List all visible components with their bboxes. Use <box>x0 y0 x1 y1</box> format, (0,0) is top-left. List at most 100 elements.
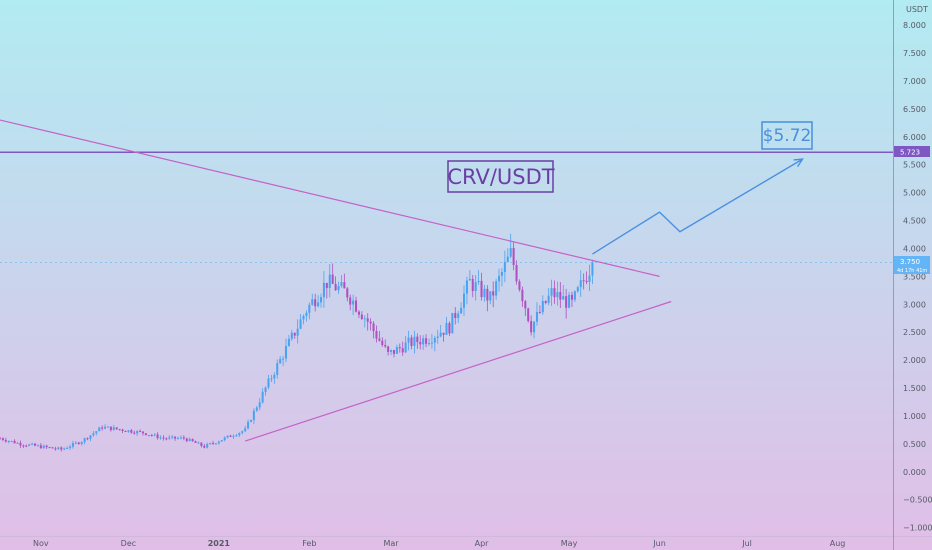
candle-body <box>509 248 512 257</box>
candle-body <box>106 426 109 428</box>
candle-body <box>500 272 503 276</box>
candle-body <box>109 426 112 431</box>
candle-body <box>136 430 139 434</box>
candle-body <box>375 331 378 339</box>
candle-body <box>562 296 565 300</box>
candle-body <box>98 427 101 432</box>
candle-body <box>33 443 37 446</box>
trendline <box>0 119 660 277</box>
candle-body <box>387 346 390 352</box>
trendline <box>244 300 672 442</box>
candle-body <box>264 387 267 392</box>
candle-body <box>182 437 185 439</box>
last-price-badge-bg <box>894 256 930 274</box>
candle-body <box>448 323 451 334</box>
candle-body <box>241 431 244 433</box>
candle-body <box>209 443 212 445</box>
candle-body <box>150 435 153 437</box>
candle-body <box>63 448 66 450</box>
candle-body <box>89 435 92 439</box>
candle-body <box>433 337 436 343</box>
candle-body <box>398 347 401 349</box>
candle-body <box>282 358 285 360</box>
candle-body <box>25 445 28 447</box>
candle-body <box>1 438 4 441</box>
candle-body <box>77 442 80 444</box>
candle-body <box>582 280 585 282</box>
candle-body <box>454 312 457 319</box>
candle-body <box>121 429 124 432</box>
symbol-annotation[interactable]: CRV/USDT <box>447 160 555 193</box>
price-axis[interactable]: 8.000 7.500 7.000 6.500 6.000 5.500 5.000 4.500… <box>903 21 932 533</box>
currency-label: USDT <box>906 5 928 14</box>
candle-body <box>553 288 556 298</box>
candle-body <box>255 407 258 411</box>
candle-body <box>159 437 162 439</box>
candle-body <box>570 294 574 300</box>
candle-body <box>462 293 466 308</box>
candle-body <box>372 323 375 332</box>
time-tick-label: Jul <box>741 539 752 548</box>
candle-body <box>139 430 142 432</box>
candle-body <box>7 441 10 443</box>
candle-body <box>518 281 521 290</box>
candle-body <box>206 444 209 448</box>
candle-body <box>54 448 57 450</box>
candle-body <box>179 437 182 439</box>
time-tick-label: Dec <box>121 539 136 548</box>
candle-body <box>71 442 74 447</box>
candle-body <box>395 347 398 354</box>
candle-body <box>547 295 550 303</box>
candle-body <box>512 248 515 266</box>
candle-body <box>550 288 553 296</box>
candle-body <box>273 374 276 379</box>
candle-body <box>489 291 492 301</box>
time-tick-label: Apr <box>475 539 490 548</box>
candle-body <box>346 288 349 298</box>
candle-body <box>439 332 442 337</box>
candle-body <box>311 299 314 305</box>
price-tick-label: 3.500 <box>903 272 926 281</box>
candle-body <box>474 282 477 292</box>
candle-body <box>232 436 235 438</box>
symbol-box <box>447 160 554 193</box>
candle-body <box>524 301 527 309</box>
candle-body <box>22 445 25 447</box>
candle-body <box>535 311 538 322</box>
candle-body <box>369 321 372 324</box>
level-badge-bg <box>894 146 930 157</box>
candle-body <box>247 421 250 429</box>
price-tick-label: 5.000 <box>903 189 926 198</box>
candle-body <box>378 338 381 341</box>
candle-body <box>363 318 366 320</box>
candle-body <box>293 332 296 336</box>
candle-body <box>244 428 247 432</box>
candle-body <box>267 378 270 388</box>
candle-body <box>115 427 118 430</box>
time-axis[interactable]: Nov Dec 2021 Feb Mar Apr May Jun Jul Aug <box>33 539 845 548</box>
price-tick-label: 3.000 <box>903 300 926 309</box>
candle-body <box>153 434 156 436</box>
candle-body <box>86 438 89 440</box>
candle-body <box>355 300 358 312</box>
drawing-layer <box>0 119 893 442</box>
candle-body <box>168 437 171 439</box>
candlestick-series <box>0 233 594 452</box>
target-annotation[interactable]: $5.72 <box>761 121 813 150</box>
candle-body <box>576 287 579 292</box>
candle-body <box>384 345 387 347</box>
candle-body <box>48 447 51 449</box>
time-tick-label: Jun <box>652 539 666 548</box>
candle-body <box>340 282 343 287</box>
price-tick-label: 4.500 <box>903 217 926 226</box>
candle-body <box>191 438 194 442</box>
price-tick-label: 5.500 <box>903 161 926 170</box>
level-price-badge: 5.723 <box>894 146 930 157</box>
candle-body <box>220 440 223 442</box>
candle-body <box>451 312 454 334</box>
candle-body <box>416 336 419 343</box>
candle-body <box>74 442 77 444</box>
candle-body <box>28 444 31 446</box>
